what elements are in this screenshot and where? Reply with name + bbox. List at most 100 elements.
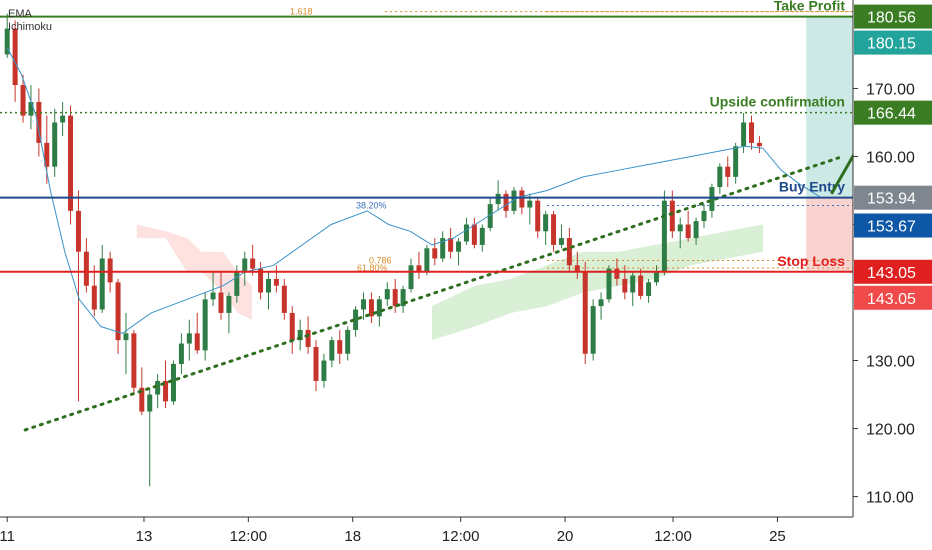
x-tick-label: 11 (0, 528, 15, 545)
candle (99, 244, 105, 313)
candle (218, 272, 224, 320)
candle (479, 224, 485, 252)
candle (725, 156, 731, 188)
ema-curve (6, 47, 821, 334)
take-profit-label: Take Profit (774, 0, 846, 14)
y-tick-label: 160.00 (866, 149, 915, 166)
indicator-legend: EMA Ichimoku (8, 8, 52, 33)
candle (68, 105, 74, 225)
candle (170, 360, 176, 405)
cloud-green (431, 224, 764, 341)
stop-loss-label: Stop Loss (777, 253, 845, 269)
candle (646, 278, 652, 303)
candle (52, 108, 58, 177)
fib-label: 61.80% (357, 263, 388, 273)
legend-ema: EMA (8, 8, 33, 20)
buy-entry-label: Buy Entry (779, 179, 845, 195)
levels[interactable]: Take Profit Upside confirmation Buy Entry S… (0, 0, 853, 273)
candle (155, 374, 161, 409)
candle (582, 261, 588, 364)
candle (368, 292, 374, 324)
candle (717, 163, 723, 194)
x-tick-label: 12:00 (442, 528, 480, 545)
candle (163, 360, 169, 409)
candle (147, 387, 153, 487)
candle (693, 217, 699, 245)
candle (281, 278, 287, 320)
y-tick-label: 120.00 (866, 422, 915, 439)
candle (535, 197, 541, 239)
candle (653, 265, 659, 286)
candle (638, 268, 644, 300)
tag-180-15: 180.15 (854, 30, 932, 55)
candle (178, 333, 184, 375)
candle (329, 336, 335, 368)
candle (685, 210, 691, 242)
legend-ichimoku: Ichimoku (8, 21, 52, 33)
candles (4, 13, 762, 487)
y-tick-label: 110.00 (866, 490, 914, 507)
candle (448, 227, 454, 259)
candle (226, 292, 232, 334)
candle (273, 265, 279, 293)
candle (313, 340, 319, 392)
candle (123, 312, 129, 375)
x-tick-label: 12:00 (230, 528, 268, 545)
candle (392, 278, 398, 313)
stop-loss-price-tag: 143.05 (854, 259, 932, 284)
candle (115, 278, 121, 354)
fib-label: 38.20% (356, 200, 387, 210)
x-tick-label: 20 (557, 528, 574, 545)
candle (28, 85, 34, 130)
candle (463, 217, 469, 245)
candle (12, 20, 18, 103)
candle (297, 319, 303, 351)
candle (345, 326, 351, 361)
candle (590, 299, 596, 361)
fib-label: 0.786 (369, 256, 392, 266)
y-tick-label: 170.00 (866, 81, 915, 98)
candle (566, 227, 572, 273)
fib-label: 1.618 (290, 7, 313, 17)
support-trendline[interactable] (23, 156, 841, 432)
candle (131, 329, 137, 395)
candle (83, 238, 89, 293)
candle (20, 74, 26, 123)
svg-text:143.05: 143.05 (867, 291, 916, 308)
candle (186, 319, 192, 361)
candle (424, 244, 430, 276)
y-tick-label: 130.00 (866, 354, 915, 371)
candle (400, 285, 406, 313)
ema-line (6, 47, 821, 334)
candle (361, 292, 367, 320)
candle (709, 183, 715, 218)
svg-text:180.15: 180.15 (867, 36, 916, 53)
candle (487, 197, 493, 232)
candle (701, 204, 707, 228)
buy-entry-price-tag: 153.94 (854, 185, 932, 210)
candle (733, 142, 739, 184)
candle (202, 292, 208, 361)
candle (242, 251, 248, 286)
candle (519, 187, 525, 215)
candle (598, 292, 604, 320)
candle (574, 251, 580, 279)
candle (321, 353, 327, 388)
take-profit-price-tag: 180.56 (854, 4, 932, 29)
candle (432, 238, 438, 266)
candle (677, 217, 683, 249)
candle (749, 115, 755, 150)
candle (558, 224, 564, 249)
candle (91, 265, 97, 317)
candle (416, 251, 422, 279)
candle (527, 193, 533, 225)
candle (756, 136, 762, 154)
svg-text:180.56: 180.56 (867, 10, 916, 27)
trendline[interactable] (23, 156, 841, 432)
upside-confirmation-label: Upside confirmation (710, 94, 845, 110)
svg-text:153.94: 153.94 (867, 191, 916, 208)
candle (60, 102, 66, 137)
candle (289, 306, 295, 354)
